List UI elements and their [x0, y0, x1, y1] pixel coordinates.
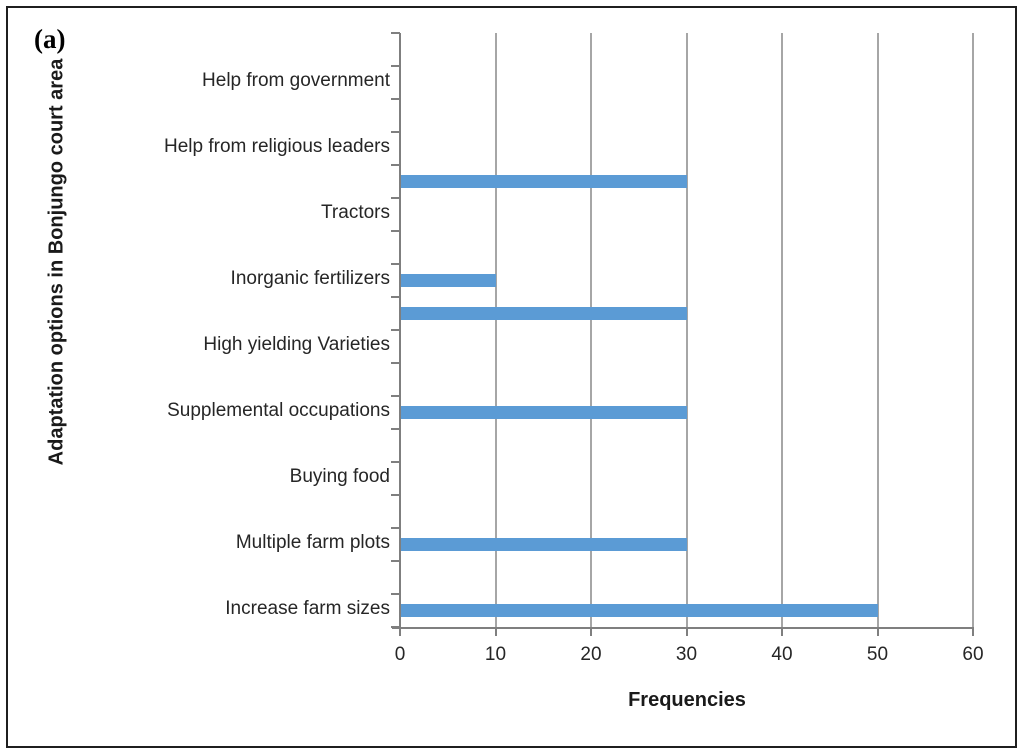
y-axis-tick [391, 560, 400, 562]
y-axis-tick [391, 461, 400, 463]
x-tick-label: 60 [962, 644, 984, 665]
y-axis-tick [391, 263, 400, 265]
gridline [781, 33, 783, 627]
y-axis-tick [391, 527, 400, 529]
category-label: Help from religious leaders [164, 136, 390, 157]
bar [401, 406, 687, 419]
gridline [494, 33, 497, 627]
y-axis-tick [391, 296, 400, 298]
y-axis-tick [391, 428, 400, 430]
x-axis-title: Frequencies [628, 689, 746, 711]
y-axis-tick [391, 98, 400, 100]
y-axis-tick [391, 329, 400, 331]
gridline [590, 33, 592, 627]
category-label: Multiple farm plots [235, 532, 390, 553]
x-axis-line [392, 627, 974, 629]
category-label: Help from government [202, 70, 390, 91]
y-axis-tick [391, 230, 400, 232]
category-label: Increase farm sizes [225, 598, 390, 619]
y-axis-line [399, 33, 401, 636]
bar [401, 175, 687, 188]
x-tick-label: 30 [675, 644, 698, 665]
x-tick-label: 40 [771, 644, 793, 665]
category-label: Inorganic fertilizers [230, 268, 390, 289]
y-axis-tick [391, 494, 400, 496]
x-tick-label: 0 [394, 644, 406, 665]
bar [401, 604, 878, 617]
x-axis-tick [685, 627, 688, 636]
x-axis-tick [399, 627, 401, 636]
y-axis-tick [391, 395, 400, 397]
category-label: Tractors [321, 202, 390, 223]
figure-border [6, 6, 1017, 748]
y-axis-tick [391, 32, 400, 34]
y-axis-tick [391, 593, 400, 595]
x-tick-label: 20 [580, 644, 602, 665]
panel-label: (a) [34, 24, 66, 54]
y-axis-tick [391, 131, 400, 133]
x-tick-label: 10 [484, 644, 507, 665]
y-axis-tick [391, 362, 400, 364]
x-axis-tick [494, 627, 497, 636]
bar [401, 274, 496, 287]
gridline [685, 33, 688, 627]
y-axis-tick [391, 65, 400, 67]
x-axis-tick [590, 627, 592, 636]
category-label: High yielding Varieties [203, 334, 390, 355]
bar [401, 307, 687, 320]
x-axis-tick [781, 627, 783, 636]
y-axis-tick [391, 164, 400, 166]
x-axis-tick [972, 627, 974, 636]
x-axis-tick [876, 627, 879, 636]
category-label: Buying food [289, 466, 390, 487]
gridline [972, 33, 974, 627]
y-axis-tick [391, 197, 400, 199]
y-axis-tick [391, 626, 400, 628]
bar [401, 538, 687, 551]
gridline [876, 33, 879, 627]
x-tick-label: 50 [866, 644, 889, 665]
category-label: Supplemental occupations [167, 400, 390, 421]
